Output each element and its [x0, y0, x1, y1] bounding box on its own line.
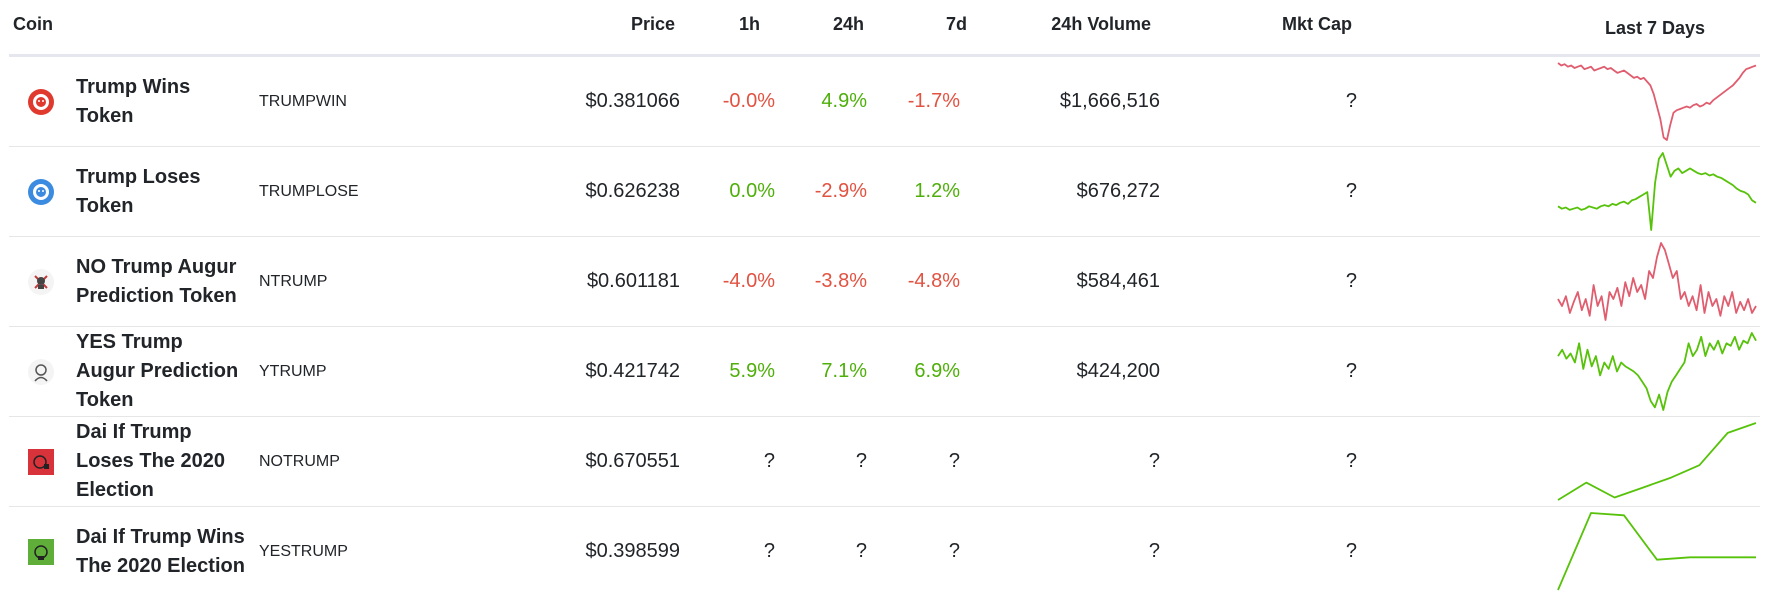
table-row[interactable]: Trump Wins Token TRUMPWIN $0.381066 -0.0… [9, 57, 1760, 147]
market-cap: ? [1345, 180, 1357, 202]
change-1h: 0.0% [729, 180, 775, 202]
coin-symbol: TRUMPWIN [259, 92, 347, 110]
market-cap: ? [1345, 270, 1357, 292]
market-cap: ? [1345, 90, 1357, 112]
volume-24h: $676,272 [1076, 180, 1160, 202]
market-cap: ? [1345, 540, 1357, 562]
table-row[interactable]: YES Trump Augur Prediction Token YTRUMP … [9, 327, 1760, 417]
coin-price: $0.601181 [586, 270, 680, 292]
change-7d: -4.8% [907, 270, 960, 292]
change-7d: ? [948, 450, 960, 472]
coin-symbol: NOTRUMP [259, 452, 340, 470]
coin-name[interactable]: NO Trump Augur Prediction Token [76, 255, 237, 307]
coin-symbol: YESTRUMP [259, 542, 348, 560]
volume-24h: $584,461 [1076, 270, 1160, 292]
sparkline-line [1557, 152, 1757, 231]
volume-24h: $1,666,516 [1059, 90, 1160, 112]
change-7d: ? [948, 540, 960, 562]
sparkline-line [1557, 422, 1757, 501]
coin-name[interactable]: Trump Wins Token [76, 75, 191, 127]
coin-name[interactable]: Dai If Trump Wins The 2020 Election [76, 525, 245, 577]
coin-price: $0.398599 [585, 540, 680, 562]
coin-symbol: NTRUMP [259, 272, 328, 290]
sparkline-chart [1554, 507, 1760, 596]
sparkline-line [1557, 62, 1757, 141]
table-row[interactable]: Trump Loses Token TRUMPLOSE $0.626238 0.… [9, 147, 1760, 237]
sparkline-line [1557, 332, 1757, 411]
table-header: Coin Price 1h 24h 7d 24h Volume Mkt Cap … [9, 0, 1760, 57]
header-price[interactable]: Price [630, 14, 675, 34]
sparkline-chart [1554, 327, 1760, 416]
header-coin[interactable]: Coin [13, 14, 53, 34]
sparkline-chart [1554, 417, 1760, 506]
coin-table: Coin Price 1h 24h 7d 24h Volume Mkt Cap … [9, 0, 1760, 596]
table-row[interactable]: NO Trump Augur Prediction Token NTRUMP $… [9, 237, 1760, 327]
coin-name[interactable]: YES Trump Augur Prediction Token [76, 331, 239, 411]
change-7d: -1.7% [907, 90, 960, 112]
sparkline-line [1557, 512, 1756, 591]
change-24h: 4.9% [821, 90, 867, 112]
red-lion-icon[interactable] [27, 88, 55, 116]
change-1h: 5.9% [729, 360, 775, 382]
red-flag-icon[interactable] [27, 448, 55, 476]
change-1h: ? [763, 540, 775, 562]
change-1h: ? [763, 450, 775, 472]
header-1h[interactable]: 1h [738, 14, 760, 34]
table-row[interactable]: Dai If Trump Loses The 2020 Election NOT… [9, 417, 1760, 507]
sparkline-chart [1554, 147, 1760, 236]
market-cap: ? [1345, 360, 1357, 382]
change-24h: 7.1% [821, 360, 867, 382]
change-1h: -4.0% [722, 270, 775, 292]
sparkline-line [1557, 242, 1757, 321]
coin-price: $0.626238 [585, 180, 680, 202]
volume-24h: ? [1148, 450, 1160, 472]
trump-face-icon[interactable] [27, 358, 55, 386]
blue-lion-icon[interactable] [27, 178, 55, 206]
sparkline-chart [1554, 57, 1760, 146]
coin-name[interactable]: Trump Loses Token [76, 165, 201, 217]
header-mktcap[interactable]: Mkt Cap [1281, 14, 1352, 34]
coin-price: $0.670551 [585, 450, 680, 472]
coin-price: $0.381066 [585, 90, 680, 112]
change-24h: ? [855, 540, 867, 562]
change-24h: ? [855, 450, 867, 472]
coin-name[interactable]: Dai If Trump Loses The 2020 Election [76, 421, 225, 501]
sparkline-chart [1554, 237, 1760, 326]
coin-symbol: YTRUMP [259, 362, 327, 380]
market-cap: ? [1345, 450, 1357, 472]
skull-icon[interactable] [27, 268, 55, 296]
coin-price: $0.421742 [585, 360, 680, 382]
change-1h: -0.0% [722, 90, 775, 112]
table-row[interactable]: Dai If Trump Wins The 2020 Election YEST… [9, 507, 1760, 596]
header-volume[interactable]: 24h Volume [1051, 14, 1151, 34]
coin-symbol: TRUMPLOSE [259, 182, 359, 200]
change-24h: -2.9% [814, 180, 867, 202]
header-24h[interactable]: 24h [832, 14, 864, 34]
green-flag-icon[interactable] [27, 538, 55, 566]
volume-24h: ? [1148, 540, 1160, 562]
header-last-7-days: Last 7 Days [1605, 18, 1706, 38]
volume-24h: $424,200 [1076, 360, 1160, 382]
change-7d: 1.2% [914, 180, 960, 202]
change-24h: -3.8% [814, 270, 867, 292]
header-7d[interactable]: 7d [945, 14, 967, 34]
change-7d: 6.9% [914, 360, 960, 382]
